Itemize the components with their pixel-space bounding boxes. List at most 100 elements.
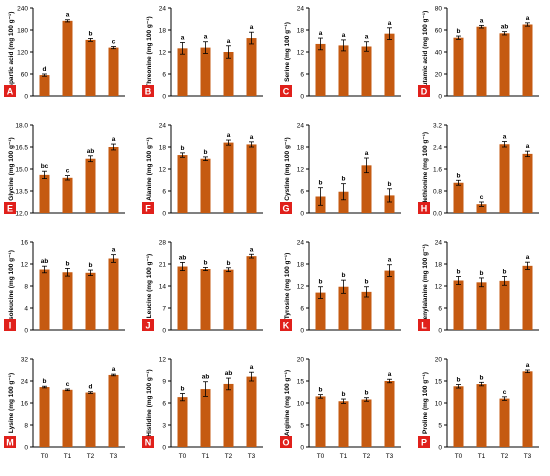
y-tick-label: 6 <box>438 306 442 313</box>
bar-t2 <box>499 398 510 447</box>
bar-t0 <box>453 386 464 447</box>
y-tick-label: 24 <box>297 6 305 13</box>
bar-t0 <box>453 182 464 213</box>
bar-t1 <box>200 389 211 447</box>
significance-letter: a <box>388 371 392 378</box>
y-axis-label: Methionine (mg 100 g⁻¹) <box>422 132 429 206</box>
significance-letter: ab <box>202 374 210 381</box>
y-tick-label: 0 <box>438 94 442 101</box>
y-tick-label: 0 <box>300 94 304 101</box>
y-tick-label: 0 <box>300 211 304 218</box>
bar-t2 <box>361 399 372 447</box>
significance-letter: a <box>181 34 185 41</box>
y-axis-label: Serine (mg 100 g⁻¹) <box>284 22 291 82</box>
x-tick-label: T0 <box>455 453 463 460</box>
panel-label: M <box>6 438 14 448</box>
bar-t2 <box>361 46 372 96</box>
significance-letter: a <box>204 34 208 41</box>
bar-t0 <box>39 269 50 330</box>
x-tick-label: T0 <box>41 453 49 460</box>
y-tick-label: 18 <box>297 28 305 35</box>
y-tick-label: 0 <box>24 445 28 452</box>
significance-letter: b <box>181 145 185 152</box>
y-axis-label: Histidine (mg 100 g⁻¹) <box>146 369 153 436</box>
y-tick-label: 24 <box>435 240 443 247</box>
significance-letter: c <box>66 168 70 175</box>
y-tick-label: 20 <box>435 357 443 364</box>
y-tick-label: 28 <box>159 240 167 247</box>
y-axis-label: Threonine (mg 100 g⁻¹) <box>146 16 153 87</box>
y-tick-label: 18 <box>435 262 443 269</box>
panel-label: P <box>421 438 427 448</box>
panel-n: 0 3 6 9 12 Histidine (mg 100 g⁻¹) b T0 ab T1 ab T2 a… <box>142 357 263 460</box>
y-tick-label: 120 <box>17 50 28 57</box>
panel-label-box <box>280 436 292 448</box>
y-axis-label: Aspartic acid (mg 100 g⁻¹) <box>8 12 15 93</box>
panel-label: H <box>421 204 428 214</box>
y-tick-label: 18 <box>297 145 305 152</box>
y-tick-label: 12 <box>297 167 305 174</box>
significance-letter: d <box>89 384 93 391</box>
significance-letter: a <box>112 366 116 373</box>
bar-t0 <box>177 397 188 447</box>
significance-letter: b <box>480 270 484 277</box>
significance-letter: b <box>43 378 47 385</box>
bar-t1 <box>338 45 349 96</box>
y-tick-label: 12 <box>297 50 305 57</box>
y-tick-label: 18 <box>159 145 167 152</box>
significance-letter: a <box>526 143 530 150</box>
panel-label-box <box>4 319 16 331</box>
significance-letter: c <box>66 381 70 388</box>
y-tick-label: 6 <box>300 189 304 196</box>
significance-letter: b <box>342 391 346 398</box>
y-tick-label: 60 <box>435 28 443 35</box>
bar-t2 <box>499 280 510 330</box>
bar-t0 <box>315 292 326 330</box>
significance-letter: a <box>250 364 254 371</box>
bar-t2 <box>223 269 234 330</box>
x-tick-label: T2 <box>225 453 233 460</box>
y-axis-label: Arginine (mg 100 g⁻¹) <box>284 370 291 436</box>
significance-letter: a <box>526 254 530 261</box>
significance-letter: b <box>388 181 392 188</box>
y-tick-label: 60 <box>21 72 29 79</box>
y-tick-label: 0 <box>300 445 304 452</box>
y-tick-label: 24 <box>159 6 167 13</box>
bar-t0 <box>453 280 464 330</box>
significance-letter: b <box>457 377 461 384</box>
significance-letter: b <box>181 385 185 392</box>
x-tick-label: T1 <box>64 453 72 460</box>
y-tick-label: 0.0 <box>433 211 442 218</box>
y-tick-label: 15 <box>435 379 443 386</box>
bar-t3 <box>108 258 119 330</box>
y-tick-label: 16.5 <box>15 145 28 152</box>
y-axis-label: Tyrosine (mg 100 g⁻¹) <box>284 253 291 320</box>
bar-t2 <box>223 52 234 96</box>
y-tick-label: 24 <box>297 123 305 130</box>
y-tick-label: 180 <box>17 28 28 35</box>
significance-letter: ab <box>41 258 49 265</box>
bar-t2 <box>223 383 234 447</box>
panel-label-box <box>418 436 430 448</box>
significance-letter: a <box>319 30 323 37</box>
panel-label: N <box>145 438 152 448</box>
bar-t0 <box>39 387 50 447</box>
significance-letter: c <box>112 39 116 46</box>
y-tick-label: 0 <box>438 328 442 335</box>
bar-t1 <box>200 269 211 330</box>
panel-label-box <box>4 436 16 448</box>
y-tick-label: 20 <box>435 72 443 79</box>
y-tick-label: 6 <box>162 401 166 408</box>
bar-t1 <box>62 177 73 213</box>
y-tick-label: 21 <box>159 262 167 269</box>
y-axis-label: Glutamic acid (mg 100 g⁻¹) <box>422 11 429 94</box>
significance-letter: ab <box>225 370 233 377</box>
y-axis-label: Leucine (mg 100 g⁻¹) <box>146 254 153 318</box>
bar-t1 <box>62 20 73 96</box>
y-tick-label: 5 <box>438 423 442 430</box>
bar-t2 <box>85 158 96 213</box>
x-tick-label: T0 <box>317 453 325 460</box>
significance-letter: c <box>480 194 484 201</box>
x-tick-label: T3 <box>524 453 532 460</box>
